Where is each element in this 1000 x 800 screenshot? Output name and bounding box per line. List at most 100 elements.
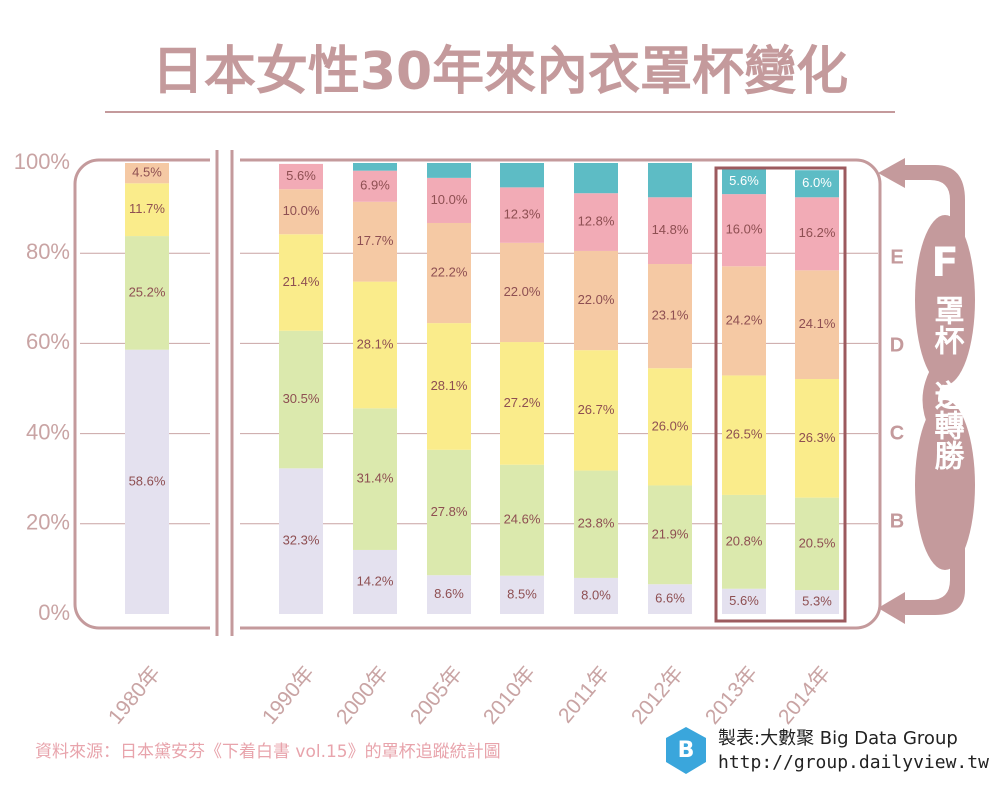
bar-segment	[427, 575, 471, 614]
bar-segment	[125, 349, 169, 614]
data-label: 5.6%	[286, 168, 316, 183]
bar-segment	[279, 189, 323, 235]
bar-segment	[795, 497, 839, 591]
annotation-band	[915, 215, 975, 385]
bar-segment	[648, 485, 692, 585]
bar-segment	[125, 236, 169, 350]
data-label: 23.8%	[578, 516, 615, 531]
bar-segment	[125, 163, 169, 184]
logo	[666, 727, 706, 774]
bar-segment	[722, 375, 766, 495]
bar-segment	[648, 584, 692, 614]
bar-segment	[279, 330, 323, 469]
x-tick-label: 2005年	[406, 662, 467, 729]
y-tick-label: 100%	[14, 149, 70, 174]
credit: 製表:大數聚 Big Data Group	[718, 728, 958, 749]
logo-mark: B	[678, 738, 695, 763]
data-label: 10.0%	[283, 203, 320, 218]
data-label: 27.2%	[504, 395, 541, 410]
bar-segment	[279, 163, 323, 190]
data-label: 27.8%	[431, 504, 468, 519]
bar-segment	[648, 163, 692, 198]
plot-frame	[73, 158, 882, 630]
legend-label: B	[890, 510, 904, 532]
data-label: 22.0%	[504, 284, 541, 299]
credit-url: http://group.dailyview.tw	[718, 752, 989, 773]
data-label: 10.0%	[431, 192, 468, 207]
bar-segment	[648, 197, 692, 265]
data-label: 58.6%	[129, 473, 166, 488]
x-tick-label: 2010年	[479, 662, 540, 729]
legend-label: E	[890, 246, 903, 268]
y-tick-label: 60%	[26, 329, 70, 354]
data-label: 26.5%	[726, 427, 763, 442]
bar-segment	[574, 250, 618, 351]
data-label: 8.5%	[507, 586, 537, 601]
data-label: 26.0%	[652, 418, 689, 433]
annotation-band	[915, 400, 975, 570]
data-label: 26.3%	[799, 430, 836, 445]
bar-segment	[795, 270, 839, 380]
bar-segment	[500, 187, 544, 243]
data-label: 21.9%	[652, 526, 689, 541]
data-label: 32.3%	[283, 533, 320, 548]
data-label: 4.5%	[132, 165, 162, 180]
bar-segment	[574, 470, 618, 578]
data-label: 23.1%	[652, 308, 689, 323]
data-label: 26.7%	[578, 402, 615, 417]
bar-segment	[648, 368, 692, 486]
data-label: 28.1%	[431, 378, 468, 393]
bar-segment	[353, 170, 397, 202]
bar-segment	[427, 323, 471, 450]
data-label: 5.6%	[729, 593, 759, 608]
y-tick-label: 20%	[26, 510, 70, 535]
bar-segment	[574, 577, 618, 614]
data-label: 11.7%	[129, 201, 165, 216]
bar-segment	[795, 379, 839, 498]
data-label: 12.3%	[504, 207, 541, 222]
bar-segment	[279, 468, 323, 614]
bar-segment	[795, 590, 839, 614]
data-label: 31.4%	[357, 471, 394, 486]
bar-segment	[795, 197, 839, 271]
x-tick-label: 2014年	[774, 662, 835, 729]
bar-segment	[353, 281, 397, 409]
data-label: 20.5%	[799, 535, 836, 550]
x-tick-label: 1980年	[104, 662, 165, 729]
data-label: 6.9%	[360, 178, 390, 193]
chart-title: 日本女性30年來內衣罩杯變化	[152, 42, 848, 102]
bar-segment	[353, 163, 397, 171]
bar-segment	[427, 449, 471, 576]
bar-segment	[722, 588, 766, 614]
data-label: 14.2%	[357, 573, 394, 588]
y-tick-label: 40%	[26, 419, 70, 444]
data-label: 22.0%	[578, 292, 615, 307]
data-label: 17.7%	[357, 233, 394, 248]
bar-segment	[500, 163, 544, 188]
bar-segment	[279, 234, 323, 331]
y-tick-label: 0%	[38, 600, 70, 625]
data-label: 28.1%	[357, 336, 394, 351]
y-tick-label: 80%	[26, 239, 70, 264]
bar-segment	[500, 464, 544, 576]
data-label: 14.8%	[652, 222, 689, 237]
data-label: 16.0%	[726, 222, 763, 237]
data-label: 30.5%	[283, 391, 320, 406]
bar-segment	[353, 549, 397, 614]
x-tick-label: 2013年	[701, 662, 762, 729]
data-label: 5.3%	[802, 593, 832, 608]
bar-segment	[500, 575, 544, 614]
bar-segment	[427, 163, 471, 178]
data-label: 12.8%	[578, 214, 615, 229]
data-label: 6.0%	[802, 175, 832, 190]
bar-segment	[574, 350, 618, 471]
data-label: 8.0%	[581, 587, 611, 602]
bar-segment	[722, 168, 766, 195]
bar-segment	[722, 494, 766, 589]
annotation: 罩杯	[929, 295, 965, 355]
data-label: 8.6%	[434, 586, 464, 601]
legend-label: C	[890, 422, 904, 444]
bar-segment	[648, 264, 692, 369]
data-label: 22.2%	[431, 264, 468, 279]
data-label: 6.6%	[655, 591, 685, 606]
